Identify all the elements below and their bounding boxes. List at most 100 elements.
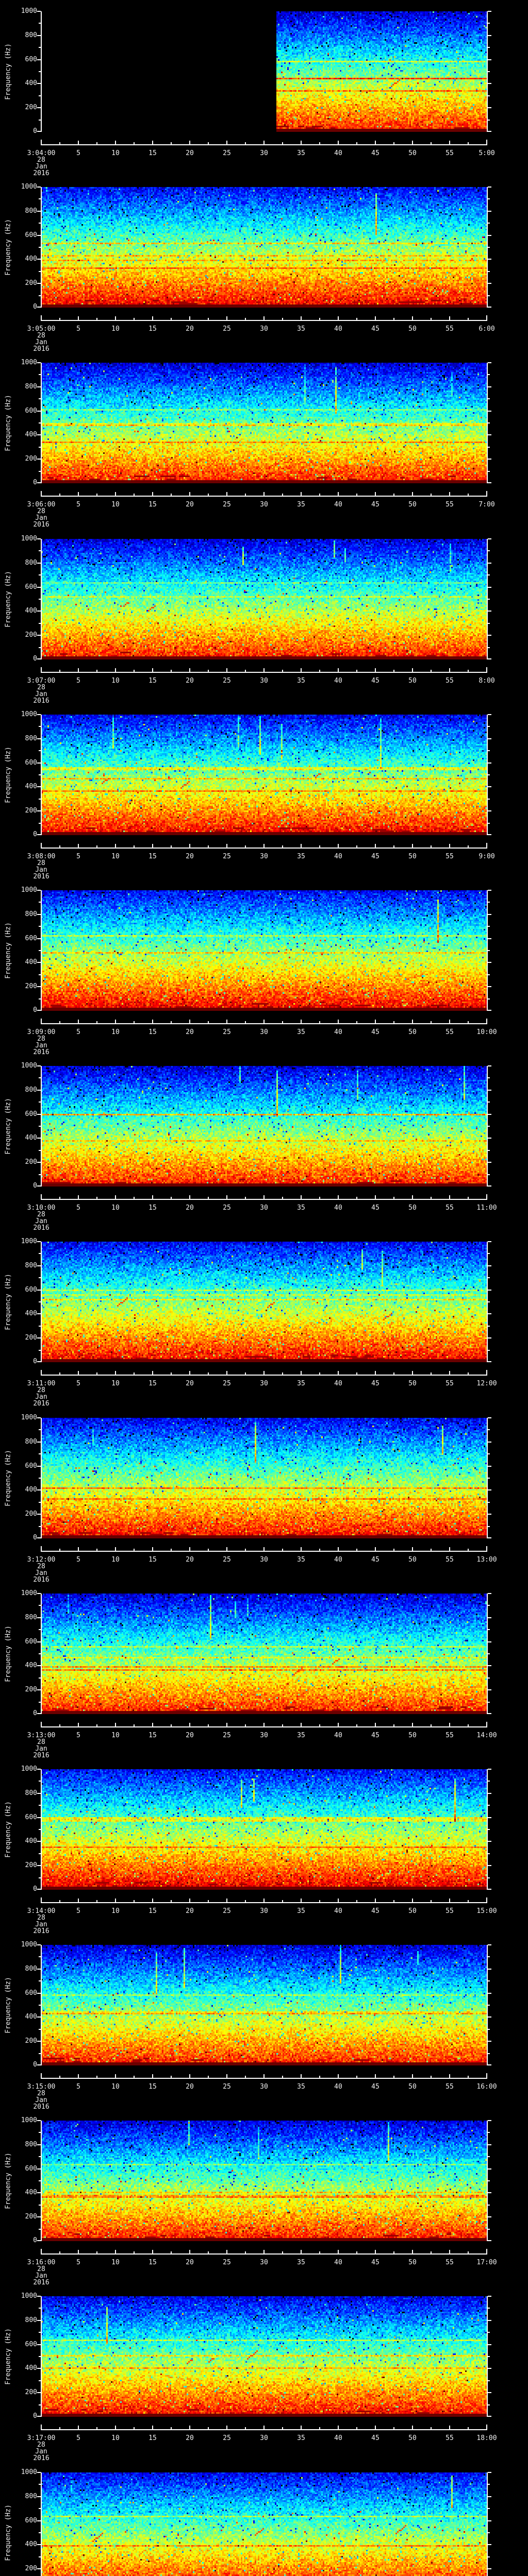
date-label-line: 2016 — [33, 1576, 50, 1584]
x-tick — [449, 1195, 450, 1199]
y-axis-line-right — [487, 1418, 488, 1538]
y-tick-label: 400 — [25, 2540, 37, 2548]
x-tick — [301, 1723, 302, 1726]
x-minor-tick — [319, 2427, 320, 2429]
end-time-label: 6:00 — [478, 325, 495, 333]
x-tick — [226, 316, 227, 320]
x-tick — [115, 1899, 116, 1902]
y-minor-tick-right — [488, 1629, 490, 1630]
x-tick — [486, 491, 487, 496]
date-label-line: Jan — [35, 1569, 47, 1577]
x-minor-tick — [282, 2427, 283, 2429]
x-tick-label: 10 — [111, 853, 120, 860]
start-time-label: 3:08:00 — [27, 853, 56, 860]
frequency-axis-title: Frequency (Hz) — [4, 1625, 12, 1682]
y-axis-line — [41, 2296, 42, 2417]
y-tick-label: 800 — [25, 2493, 37, 2500]
x-minor-tick — [468, 2251, 469, 2253]
x-tick — [189, 668, 190, 672]
x-tick — [152, 1899, 153, 1902]
x-minor-tick — [134, 1724, 135, 1726]
panel-canvas — [41, 715, 487, 835]
x-tick — [226, 1020, 227, 1023]
y-tick-label: 400 — [25, 2013, 37, 2021]
x-minor-tick — [356, 1021, 357, 1023]
y-tick-right — [488, 914, 491, 915]
y-minor-tick — [39, 247, 41, 248]
y-tick-label: 200 — [25, 104, 37, 111]
x-minor-tick — [356, 494, 357, 496]
y-tick-label: 0 — [33, 303, 37, 311]
y-tick-right — [488, 386, 491, 387]
y-tick-right — [488, 1466, 491, 1467]
panel-canvas — [41, 1769, 487, 1890]
y-minor-tick — [39, 1253, 41, 1254]
x-axis-line — [41, 1375, 487, 1376]
y-minor-tick — [39, 2556, 41, 2557]
y-tick-label: 600 — [25, 1286, 37, 1294]
y-tick — [37, 738, 41, 739]
x-tick — [152, 2426, 153, 2429]
y-tick-right — [488, 1489, 491, 1490]
x-tick — [115, 316, 116, 320]
x-minor-tick — [356, 845, 357, 848]
x-minor-tick — [356, 1724, 357, 1726]
x-tick — [412, 1547, 413, 1551]
y-tick-label: 0 — [33, 2236, 37, 2244]
y-minor-tick — [39, 1677, 41, 1679]
y-tick-right — [488, 1617, 491, 1618]
x-minor-tick — [134, 1900, 135, 1902]
x-tick-label: 40 — [334, 677, 342, 685]
y-minor-tick-right — [488, 295, 490, 296]
y-tick-right — [488, 2416, 491, 2417]
y-minor-tick-right — [488, 1301, 490, 1302]
y-tick-right — [488, 1969, 491, 1970]
y-axis-line — [41, 715, 42, 835]
x-tick — [301, 1195, 302, 1199]
y-minor-tick — [39, 574, 41, 575]
y-minor-tick-right — [488, 1101, 490, 1103]
x-minor-tick — [282, 1021, 283, 1023]
y-tick — [37, 658, 41, 659]
y-minor-tick-right — [488, 1453, 490, 1454]
y-tick-right — [488, 211, 491, 212]
panel-canvas — [41, 2296, 487, 2417]
x-tick-label: 50 — [408, 677, 417, 685]
x-tick-label: 10 — [111, 1204, 120, 1212]
y-minor-tick-right — [488, 2132, 490, 2133]
start-time-label: 3:15:00 — [27, 2083, 56, 2091]
x-tick — [152, 1195, 153, 1199]
y-minor-tick-right — [488, 198, 490, 199]
y-tick-label: 200 — [25, 455, 37, 463]
y-tick-right — [488, 1138, 491, 1139]
y-tick — [37, 538, 41, 539]
start-time-label: 3:09:00 — [27, 1028, 56, 1036]
x-tick-label: 50 — [408, 325, 417, 333]
x-tick — [486, 843, 487, 848]
x-minor-tick — [134, 1549, 135, 1551]
y-tick-right — [488, 1313, 491, 1314]
x-tick-label: 50 — [408, 1556, 417, 1564]
x-minor-tick — [96, 142, 97, 144]
x-tick — [226, 844, 227, 848]
date-label-line: 2016 — [33, 697, 50, 705]
x-tick — [152, 2074, 153, 2078]
y-tick-right — [488, 11, 491, 12]
x-minor-tick — [208, 1900, 209, 1902]
x-tick-label: 35 — [297, 1380, 305, 1387]
y-tick-right — [488, 810, 491, 811]
x-tick-label: 10 — [111, 501, 120, 509]
y-tick-label: 400 — [25, 79, 37, 87]
x-tick — [226, 1723, 227, 1726]
x-minor-tick — [319, 845, 320, 848]
x-tick-label: 15 — [148, 677, 157, 685]
x-tick-label: 35 — [297, 677, 305, 685]
x-tick — [226, 492, 227, 496]
date-label-line: 28 — [37, 1211, 45, 1218]
date-label-line: 2016 — [33, 873, 50, 880]
x-tick — [115, 668, 116, 672]
y-minor-tick — [39, 398, 41, 399]
x-tick-label: 15 — [148, 2434, 157, 2442]
y-tick — [37, 2120, 41, 2121]
x-axis-line — [41, 1199, 487, 1200]
